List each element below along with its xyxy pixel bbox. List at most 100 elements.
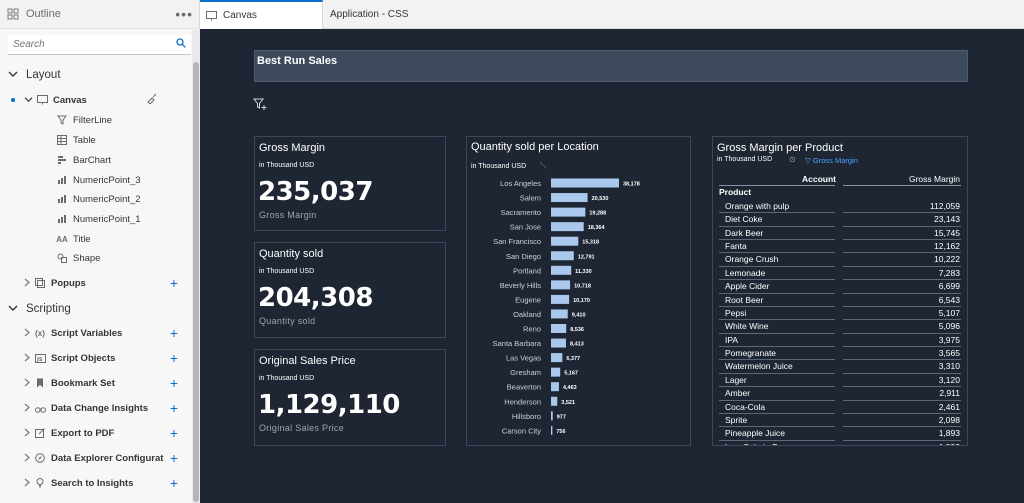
add-data-explorer-configuration-button[interactable]: + bbox=[169, 450, 178, 466]
add-bookmark-set-button[interactable]: + bbox=[169, 375, 178, 391]
table-row[interactable]: IPA 3,975 bbox=[717, 334, 964, 348]
search-icon[interactable] bbox=[176, 38, 186, 51]
section-scripting[interactable]: Scripting bbox=[0, 300, 71, 318]
table-row[interactable]: Root Beer 6,543 bbox=[717, 294, 964, 307]
filter-token[interactable]: ▽ Gross Margin bbox=[805, 156, 858, 165]
table-row[interactable]: Pomegranate 3,565 bbox=[717, 347, 964, 361]
bar[interactable] bbox=[551, 207, 586, 217]
tree-item-numericpoint-1[interactable]: NumericPoint_1 bbox=[56, 210, 141, 228]
table-row[interactable]: Amber 2,911 bbox=[717, 387, 964, 401]
table-row[interactable]: Fanta 12,162 bbox=[717, 240, 964, 254]
table-row[interactable]: Orange Crush 10,222 bbox=[717, 253, 964, 267]
numeric-point-quantity-sold[interactable]: Quantity sold in Thousand USD 204,308 Qu… bbox=[254, 242, 446, 338]
add-export-to-pdf-button[interactable]: + bbox=[169, 425, 178, 441]
tree-item-bookmark-set[interactable]: Bookmark Set + bbox=[24, 374, 192, 392]
chevron-right-icon[interactable] bbox=[24, 328, 34, 339]
table-row[interactable]: Pepsi 5,107 bbox=[717, 307, 964, 321]
numeric-point-original-sales-price[interactable]: Original Sales Price in Thousand USD 1,1… bbox=[254, 349, 446, 446]
chevron-down-icon[interactable] bbox=[8, 70, 20, 81]
tree-item-shape[interactable]: Shape bbox=[56, 249, 100, 267]
search-input[interactable] bbox=[13, 39, 176, 50]
bar[interactable] bbox=[551, 338, 566, 348]
bar[interactable] bbox=[551, 309, 568, 319]
table-row[interactable]: Diet Coke 23,143 bbox=[717, 213, 964, 227]
tree-item-table[interactable]: Table bbox=[56, 131, 96, 149]
bar[interactable] bbox=[551, 294, 570, 304]
column-header-gross-margin[interactable]: Gross Margin bbox=[908, 174, 960, 184]
chevron-down-icon[interactable] bbox=[24, 95, 36, 106]
bar[interactable] bbox=[551, 324, 567, 333]
bar[interactable] bbox=[551, 382, 559, 392]
add-search-to-insights-button[interactable]: + bbox=[169, 475, 178, 491]
table-row[interactable]: Apple Cider 6,699 bbox=[717, 280, 964, 294]
category-label: Portland bbox=[513, 266, 541, 275]
table-row[interactable]: Low Calorie Beer 1,898 bbox=[717, 441, 964, 445]
table-row[interactable]: Sprite 2,098 bbox=[717, 414, 964, 428]
bar-chart-widget[interactable]: Quantity sold per Location in Thousand U… bbox=[466, 136, 691, 446]
table-row[interactable]: White Wine 5,096 bbox=[717, 320, 964, 334]
bar[interactable] bbox=[551, 236, 579, 246]
tree-item-numericpoint-2[interactable]: NumericPoint_2 bbox=[56, 190, 141, 208]
outline-search[interactable] bbox=[8, 35, 191, 55]
chevron-right-icon[interactable] bbox=[24, 403, 34, 414]
more-options-icon[interactable]: ••• bbox=[175, 6, 193, 22]
chevron-right-icon[interactable] bbox=[24, 428, 34, 439]
style-brush-icon[interactable] bbox=[146, 93, 157, 107]
bar[interactable] bbox=[551, 251, 574, 261]
bar[interactable] bbox=[551, 265, 572, 275]
table-row[interactable]: Dark Beer 15,745 bbox=[717, 227, 964, 240]
bar[interactable] bbox=[551, 353, 563, 363]
bar[interactable] bbox=[551, 280, 571, 290]
tree-item-script-variables[interactable]: (x) Script Variables + bbox=[24, 324, 192, 342]
bar[interactable] bbox=[551, 411, 553, 421]
chevron-right-icon[interactable] bbox=[24, 453, 34, 464]
outline-scrollbar-thumb[interactable] bbox=[193, 62, 199, 502]
tree-item-search-to-insights[interactable]: Search to Insights + bbox=[24, 474, 192, 492]
tree-item-label: FilterLine bbox=[73, 114, 113, 126]
bar[interactable] bbox=[551, 425, 553, 435]
chevron-right-icon[interactable] bbox=[24, 378, 34, 389]
bar[interactable] bbox=[551, 178, 619, 188]
add-filter-icon[interactable] bbox=[252, 98, 267, 114]
table-row[interactable]: Coca-Cola 2,461 bbox=[717, 401, 964, 415]
bar[interactable] bbox=[551, 222, 584, 232]
cell-gross-margin: 12,162 bbox=[934, 240, 960, 251]
tab-application-css[interactable]: Application - CSS bbox=[323, 0, 408, 29]
table-row[interactable]: Pineapple Juice 1,893 bbox=[717, 427, 964, 441]
chevron-right-icon[interactable] bbox=[24, 353, 34, 364]
tree-item-popups[interactable]: Popups + bbox=[24, 274, 192, 292]
data-label: 19,288 bbox=[589, 211, 606, 217]
bar[interactable] bbox=[551, 396, 558, 406]
bar[interactable] bbox=[551, 193, 588, 203]
table-row[interactable]: Watermelon Juice 3,310 bbox=[717, 360, 964, 374]
tree-item-export-to-pdf[interactable]: Export to PDF + bbox=[24, 424, 192, 442]
sort-icon[interactable] bbox=[539, 160, 547, 172]
tree-item-title[interactable]: AA Title bbox=[56, 230, 90, 248]
chevron-right-icon[interactable] bbox=[24, 278, 34, 289]
table-widget[interactable]: Gross Margin per Product in Thousand USD… bbox=[712, 136, 968, 446]
tree-item-script-objects[interactable]: JS Script Objects + bbox=[24, 349, 192, 367]
tree-item-barchart[interactable]: BarChart bbox=[56, 151, 111, 169]
add-data-change-insights-button[interactable]: + bbox=[169, 400, 178, 416]
numeric-point-gross-margin[interactable]: Gross Margin in Thousand USD 235,037 Gro… bbox=[254, 136, 446, 231]
add-script-object-button[interactable]: + bbox=[169, 350, 178, 366]
chevron-right-icon[interactable] bbox=[24, 478, 34, 489]
table-row[interactable]: Lager 3,120 bbox=[717, 374, 964, 388]
chevron-down-icon[interactable] bbox=[8, 304, 20, 315]
tree-item-canvas[interactable]: Canvas bbox=[0, 91, 192, 109]
cell-account: Root Beer bbox=[725, 294, 764, 305]
bar[interactable] bbox=[551, 367, 561, 377]
add-script-variable-button[interactable]: + bbox=[169, 325, 178, 341]
tree-item-data-explorer-configuration[interactable]: Data Explorer Configurat + bbox=[24, 449, 192, 467]
add-popup-button[interactable]: + bbox=[169, 275, 178, 291]
info-icon[interactable]: ⊙ bbox=[789, 155, 796, 164]
page-title[interactable]: Best Run Sales bbox=[254, 50, 968, 82]
tree-item-numericpoint-3[interactable]: NumericPoint_3 bbox=[56, 171, 141, 189]
tab-canvas[interactable]: Canvas bbox=[200, 0, 323, 29]
table-row[interactable]: Lemonade 7,283 bbox=[717, 267, 964, 281]
tree-item-filterline[interactable]: FilterLine bbox=[56, 111, 112, 129]
section-layout[interactable]: Layout bbox=[0, 66, 61, 84]
tree-item-data-change-insights[interactable]: Data Change Insights + bbox=[24, 399, 192, 417]
table-row[interactable]: Orange with pulp 112,059 bbox=[717, 200, 964, 214]
column-header-account[interactable]: Account bbox=[802, 174, 836, 184]
